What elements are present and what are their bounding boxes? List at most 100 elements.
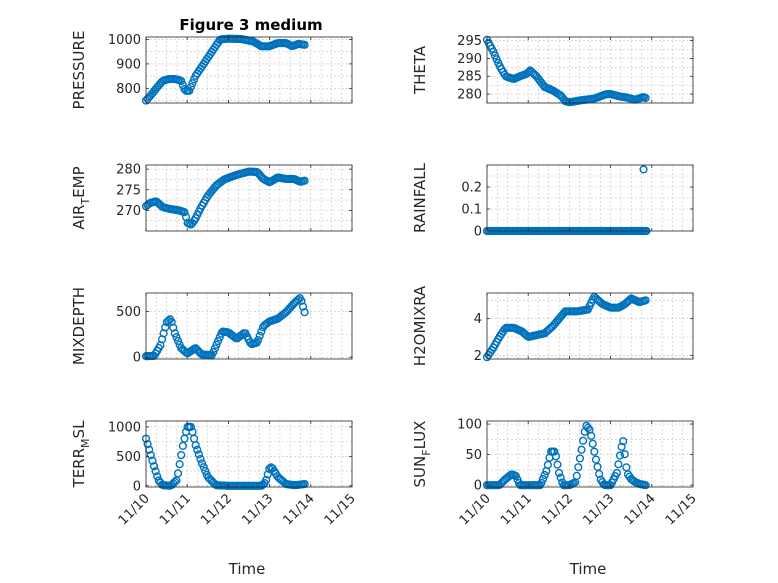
y-tick-label: 1000 <box>108 420 141 435</box>
data-point <box>180 208 189 217</box>
data-point <box>186 82 195 92</box>
y-tick-label: 500 <box>116 305 141 320</box>
data-point <box>554 468 564 478</box>
data-point <box>537 478 546 488</box>
x-axis-label: Time <box>228 560 266 578</box>
data-point <box>257 327 266 336</box>
y-axis-label-part: SUN <box>411 456 429 488</box>
data-point <box>177 76 186 86</box>
y-tick-label: 295 <box>457 34 482 49</box>
data-point <box>639 165 648 174</box>
y-tick-label: 900 <box>116 57 141 72</box>
data-point <box>194 450 203 459</box>
axes-frame <box>145 164 353 232</box>
data-point <box>641 296 650 305</box>
data-point <box>551 452 560 461</box>
data-point <box>146 451 155 460</box>
data-point <box>490 51 500 60</box>
data-point <box>263 470 272 479</box>
y-axis-label-part: EMP <box>70 166 88 197</box>
data-point <box>587 431 596 440</box>
y-tick-label: 290 <box>457 52 482 67</box>
data-point <box>572 471 581 480</box>
data-point <box>167 317 176 327</box>
data-point <box>553 460 562 469</box>
axes-frame <box>145 292 353 360</box>
data-point <box>297 296 306 305</box>
data-point <box>148 456 157 465</box>
y-axis-label-part: H2OMIXRA <box>411 285 429 366</box>
data-point <box>641 93 650 103</box>
y-axis-label: SUNFLUX <box>411 421 433 488</box>
y-tick-label: 275 <box>116 183 141 198</box>
data-point <box>591 455 601 464</box>
y-tick-label: 800 <box>116 82 141 97</box>
data-point <box>262 475 271 485</box>
data-point <box>577 445 586 454</box>
y-tick-label: 500 <box>116 450 141 465</box>
y-axis-label-part: LUX <box>411 421 429 450</box>
y-tick-label: 2 <box>474 349 482 364</box>
data-point <box>186 422 195 431</box>
y-axis-label-part: AIR <box>70 205 88 230</box>
data-point <box>143 440 152 449</box>
data-point <box>188 79 197 88</box>
y-axis-label: THETA <box>411 45 429 95</box>
data-point <box>556 473 565 482</box>
y-tick-label: 1000 <box>108 33 141 48</box>
axes-frame <box>486 36 694 104</box>
axes-frame <box>145 36 353 104</box>
data-point <box>619 437 628 446</box>
axes-frame <box>486 292 694 360</box>
y-axis-label-part: F <box>420 449 433 455</box>
y-axis-label-part: T <box>79 198 92 206</box>
axes-h2omixra: 2 4 H2OMIXRA <box>411 285 694 366</box>
y-axis-label-part: MIXDEPTH <box>70 287 88 365</box>
data-point <box>151 467 160 476</box>
data-point <box>524 67 533 77</box>
y-axis-label: TERRMSL <box>70 420 92 489</box>
data-point <box>614 460 623 469</box>
data-point <box>300 176 309 185</box>
data-point <box>185 86 194 95</box>
data-point <box>193 445 202 454</box>
data-point <box>191 441 200 450</box>
data-point <box>615 451 625 460</box>
axes-frame <box>486 164 694 232</box>
data-point <box>170 477 179 486</box>
y-tick-label: 0 <box>474 225 482 240</box>
y-tick-label: 270 <box>116 204 141 219</box>
data-point <box>550 447 559 456</box>
data-point <box>177 450 186 460</box>
y-axis-label-part: PRESSURE <box>70 31 88 110</box>
axes-frame <box>486 420 694 488</box>
y-tick-label: 4 <box>474 312 482 327</box>
data-point <box>178 441 187 450</box>
data-point <box>579 436 588 445</box>
y-axis-label: RAINFALL <box>411 162 429 233</box>
y-axis-label-part: TERR <box>70 448 88 489</box>
data-point <box>489 47 498 56</box>
figure-title: Figure 3 medium <box>179 16 322 34</box>
data-point <box>300 308 309 317</box>
data-point <box>170 329 179 338</box>
data-point <box>149 462 159 471</box>
y-axis-label: MIXDEPTH <box>70 287 88 365</box>
y-tick-label: 0 <box>133 351 141 366</box>
y-axis-label-part: RAINFALL <box>411 162 429 233</box>
data-point <box>583 423 593 432</box>
data-point <box>588 439 597 448</box>
axes-theta: 280 285 290 295 THETA <box>411 34 694 107</box>
data-point <box>265 464 274 474</box>
y-axis-label: H2OMIXRA <box>411 285 429 366</box>
y-axis-label: PRESSURE <box>70 31 88 110</box>
data-point <box>201 466 210 476</box>
y-axis-label: AIRTEMP <box>70 166 92 229</box>
data-point <box>173 336 183 346</box>
data-point <box>575 454 585 463</box>
data-point <box>300 40 309 49</box>
y-tick-label: 285 <box>457 70 482 85</box>
y-tick-label: 0.2 <box>461 181 482 196</box>
data-point <box>492 55 501 64</box>
